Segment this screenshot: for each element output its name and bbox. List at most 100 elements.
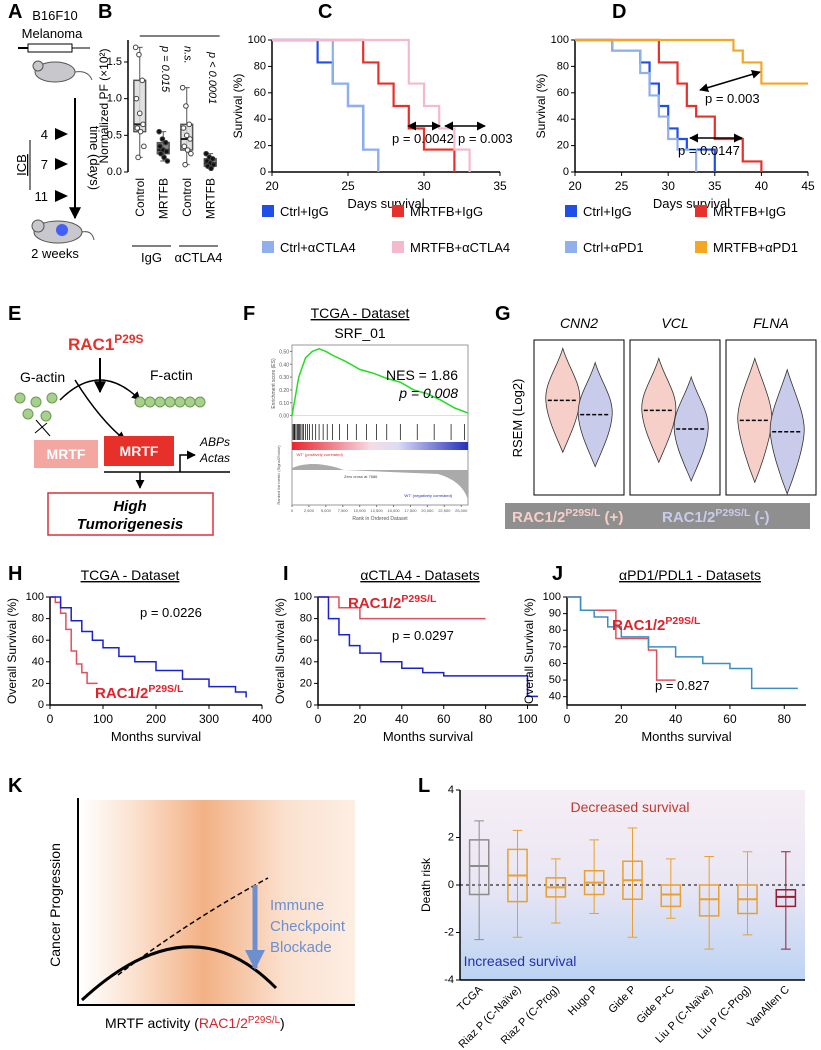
legend-swatch	[565, 241, 577, 253]
y-tick-label: 80	[549, 624, 561, 636]
x-tick-label: 400	[252, 712, 272, 726]
panel-label: F	[243, 303, 255, 325]
label: Tumorigenesis	[77, 516, 183, 533]
y-tick-label: 100	[551, 34, 569, 46]
chart-subtitle: SRF_01	[334, 325, 386, 341]
x-tick-label: 30	[662, 179, 676, 193]
annotation: Decreased survival	[570, 799, 689, 815]
y-tick-label: 100	[294, 591, 312, 603]
chart-title: TCGA - Dataset	[311, 305, 410, 321]
panel-label: A	[8, 1, 22, 23]
survival-curve	[318, 596, 486, 620]
text-part: P29S/L	[401, 593, 437, 605]
legend-label: Ctrl+αPD1	[583, 240, 644, 255]
text-part: RAC1/2	[612, 617, 665, 634]
annotation: NES = 1.86	[386, 367, 458, 383]
timeline-day: 11	[35, 189, 49, 204]
legend-label: MRTFB+IgG	[713, 204, 786, 219]
y-tick-label: 1.0	[107, 93, 122, 105]
y-tick-label: 60	[254, 87, 266, 99]
label: Melanoma	[22, 26, 83, 41]
data-point	[136, 51, 142, 58]
x-tick-label: 0	[564, 712, 571, 726]
data-point	[132, 44, 139, 51]
data-point	[164, 158, 171, 164]
x-tick-label: 20	[353, 712, 367, 726]
y-tick-label: 20	[32, 677, 44, 689]
legend-swatch	[262, 205, 274, 217]
x-tick-label: 17,500	[404, 508, 417, 513]
x-tick-label: 15,000	[387, 508, 400, 513]
x-tick-label: 80	[778, 712, 792, 726]
text-part: P29S	[114, 332, 143, 346]
y-tick-label: 0	[38, 699, 44, 711]
legend-label: Ctrl+IgG	[583, 204, 632, 219]
group-label: αCTLA4	[175, 250, 223, 265]
y-axis-label: Normalized PF (×10²)	[97, 48, 111, 163]
y-tick-label: 0.00	[279, 414, 289, 420]
text-part: P29S/L	[148, 683, 184, 695]
series-label: RAC1/2P29S/L	[95, 683, 184, 702]
annotation: 'WT' (positively correlated)	[296, 452, 344, 457]
data-point	[135, 154, 141, 161]
data-point	[203, 150, 209, 157]
annotation: p < 0.0001	[206, 51, 218, 104]
legend-swatch	[695, 241, 707, 253]
facet-title: FLNA	[753, 315, 789, 331]
label: F-actin	[150, 367, 193, 383]
x-axis-label: Months survival	[641, 729, 731, 744]
arrow	[699, 70, 761, 92]
y-axis-label: RSEM (Log2)	[510, 379, 525, 458]
text-part: RAC1	[68, 335, 114, 354]
y-tick-label: 0.5	[107, 129, 122, 141]
panel-label: C	[318, 1, 332, 23]
data-point	[162, 139, 169, 146]
annotation: p = 0.003	[458, 131, 513, 146]
y-tick-label: 60	[549, 657, 561, 669]
data-point	[141, 143, 147, 150]
survival-curve	[575, 38, 808, 85]
chart-title: αCTLA4 - Datasets	[360, 567, 479, 583]
y-tick-label: 40	[254, 113, 266, 125]
legend-swatch	[565, 205, 577, 217]
y-tick-label: -4	[444, 974, 454, 986]
panel-k-art	[77, 798, 355, 1006]
panel-e-art	[14, 358, 230, 536]
y-axis-label: Ranked list metric (Signal2Noise)	[276, 445, 281, 505]
y-axis-label: Overall Survival (%)	[273, 598, 287, 704]
series-label: RAC1/2P29S/L	[348, 593, 437, 612]
facet-frame	[725, 339, 817, 496]
x-tick-label: 300	[199, 712, 219, 726]
label: MRTF	[47, 446, 86, 462]
text-part: P29S/L	[715, 507, 751, 519]
y-tick-label: 90	[549, 608, 561, 620]
box	[468, 839, 490, 896]
data-point	[140, 121, 146, 128]
treatment-label: Blockade	[270, 939, 332, 956]
legend-swatch	[695, 205, 707, 217]
survival-curve	[318, 596, 538, 698]
x-tick-label: 100	[93, 712, 113, 726]
data-point	[182, 161, 188, 168]
x-tick-label: 0	[47, 712, 54, 726]
text-part: RAC1/2	[95, 685, 148, 702]
survival-curve	[272, 38, 456, 172]
data-point	[157, 143, 163, 150]
x-tick-label: 40	[395, 712, 409, 726]
text-part: RAC1/2	[512, 509, 565, 526]
label: 2 weeks	[31, 246, 79, 261]
x-tick-label: 25	[615, 179, 629, 193]
annotation: Increased survival	[464, 953, 577, 969]
y-tick-label: 70	[549, 641, 561, 653]
y-tick-label: 80	[254, 60, 266, 72]
y-tick-label: 100	[248, 34, 266, 46]
y-tick-label: 100	[543, 591, 561, 603]
data-point	[209, 156, 216, 162]
y-tick-label: 80	[557, 60, 569, 72]
y-tick-label: 0.30	[279, 375, 289, 381]
panel-label: B	[98, 1, 112, 23]
x-axis-label: MRTF activity (RAC1/2P29S/L)	[105, 1015, 285, 1032]
label: High	[113, 498, 146, 515]
panel-label: J	[552, 563, 563, 585]
text-part: RAC1/2	[662, 509, 715, 526]
